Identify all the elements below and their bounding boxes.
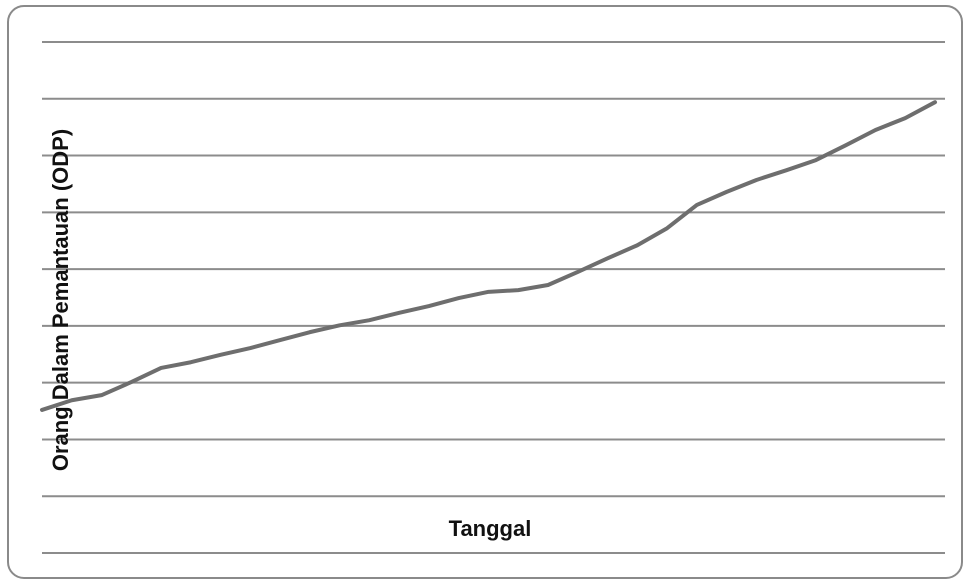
y-axis-label: Orang Dalam Pemantauan (ODP) <box>48 129 73 471</box>
x-axis-label: Tanggal <box>449 516 532 541</box>
data-line <box>40 100 937 412</box>
